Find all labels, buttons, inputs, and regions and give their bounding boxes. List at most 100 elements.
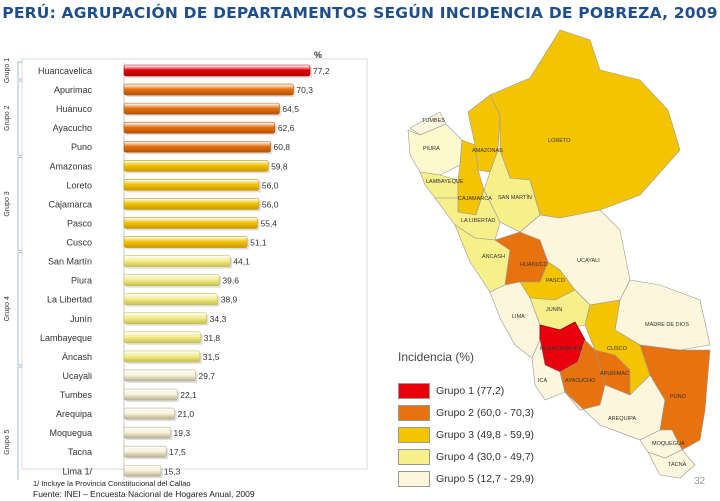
value-label: 21,0 (178, 409, 195, 419)
map-label-huancavelica: HUANCAVELICA (540, 346, 583, 352)
map-label-moquegua: MOQUEGUA (652, 441, 685, 447)
map-label-tumbes: TUMBES (422, 118, 445, 124)
map-regions (407, 29, 711, 479)
map-label-cusco: CUSCO (607, 346, 628, 352)
value-label: 55,4 (260, 218, 277, 228)
bar (123, 217, 258, 229)
map-label-lima: LIMA (512, 314, 525, 320)
value-label: 29,7 (199, 371, 216, 381)
value-label: 70,3 (296, 85, 313, 95)
category-label: Ayacucho (53, 123, 92, 133)
legend-item: Grupo 2 (60,0 - 70,3) (398, 402, 534, 424)
value-label: 39,6 (222, 276, 239, 286)
bar (123, 388, 178, 401)
bar (123, 121, 276, 134)
category-label: Cusco (66, 238, 92, 248)
category-label: Lima 1/ (62, 466, 92, 476)
legend-swatch (398, 383, 430, 399)
value-label: 15,3 (164, 466, 181, 476)
bar (123, 274, 220, 286)
legend-swatch (398, 427, 430, 443)
bar (123, 464, 162, 477)
map-label-madre-de-dios: MADRE DE DIOS (645, 322, 689, 328)
value-label: 31,5 (203, 352, 220, 362)
group-label: Grupo 5 (4, 429, 11, 454)
legend-swatch (398, 449, 430, 465)
map-label-apurimac: APURIMAC (600, 371, 629, 377)
value-label: 62,6 (278, 123, 295, 133)
plot-frame (21, 58, 368, 470)
bar (123, 140, 271, 153)
category-label: Áncash (62, 352, 92, 362)
category-label: Cajamarca (48, 199, 92, 209)
category-label: Huánuco (56, 104, 92, 114)
map-label-la-libertad: LA LIBERTAD (461, 218, 495, 224)
map-label-piura: PIURA (423, 146, 440, 152)
map-region-lambayeque (419, 171, 459, 199)
legend-label: Grupo 4 (30,0 - 49,7) (436, 451, 535, 463)
value-label: 34,3 (210, 314, 227, 324)
bar (123, 350, 201, 363)
bar (123, 331, 201, 344)
category-label: Piura (71, 276, 92, 286)
bar (123, 160, 269, 172)
bar (123, 83, 294, 96)
value-label: 19,3 (174, 428, 191, 438)
legend-label: Grupo 1 (77,2) (436, 385, 505, 397)
bar (123, 102, 280, 115)
map-label-arequipa: AREQUIPA (608, 416, 636, 422)
map-labels: TUMBES PIURA AMAZONAS LORETO LAMBAYEQUE … (422, 118, 689, 468)
legend-label: Grupo 3 (49,8 - 59,9) (436, 429, 535, 441)
group-bracket (17, 252, 22, 366)
bar (123, 255, 231, 267)
map-label-ancash: ÁNCASH (482, 253, 505, 260)
map-label-junin: JUNÍN (546, 306, 562, 313)
map-label-puno: PUNO (670, 394, 687, 400)
value-label: 51,1 (250, 238, 267, 248)
category-label: Pasco (67, 218, 92, 228)
legend-swatch (398, 471, 430, 487)
bar (123, 236, 248, 248)
value-label: 17,5 (169, 447, 186, 457)
value-label: 38,9 (221, 295, 238, 305)
group-bracket (17, 80, 22, 156)
legend-title: Incidencia (%) (398, 350, 475, 364)
group-bracket (17, 61, 22, 80)
value-label: 44,1 (233, 257, 250, 267)
category-label: San Martín (48, 257, 92, 267)
group-label: Grupo 4 (4, 296, 11, 321)
value-label: 31,8 (204, 333, 221, 343)
category-label: Lambayeque (40, 333, 92, 343)
map-label-ayacucho: AYACUCHO (565, 378, 596, 384)
bar (123, 64, 311, 77)
bar (123, 179, 260, 191)
value-label: 56,0 (262, 199, 279, 209)
category-label: Loreto (66, 180, 92, 190)
map-legend: Incidencia (%) Grupo 1 (77,2) Grupo 2 (6… (398, 350, 534, 490)
value-label: 59,8 (271, 161, 288, 171)
bar (123, 407, 175, 420)
legend-swatch (398, 405, 430, 421)
value-label: 22,1 (180, 390, 197, 400)
map-label-ica: ICA (538, 378, 548, 384)
category-label: La Libertad (47, 295, 92, 305)
category-label: Tumbes (60, 390, 93, 400)
map-label-huanuco: HUÁNUCO (520, 261, 549, 268)
category-label: Ucayali (62, 371, 92, 381)
map-region-puno (639, 344, 711, 451)
legend-item: Grupo 4 (30,0 - 49,7) (398, 446, 534, 468)
category-label: Arequipa (56, 409, 92, 419)
value-label: 64,5 (282, 104, 299, 114)
page-title: PERÚ: AGRUPACIÓN DE DEPARTAMENTOS SEGÚN … (2, 4, 718, 22)
legend-item: Grupo 3 (49,8 - 59,9) (398, 424, 534, 446)
category-label: Junín (70, 314, 92, 324)
group-label: Grupo 1 (4, 58, 11, 83)
category-label: Amazonas (49, 161, 92, 171)
map-region-apurimac (594, 349, 631, 396)
map-label-loreto: LORETO (548, 138, 571, 144)
page-number: 32 (694, 476, 706, 487)
bar (123, 369, 196, 382)
category-label: Moquegua (49, 428, 92, 438)
map-label-san-martin: SAN MARTÍN (498, 194, 532, 201)
category-label: Tacna (68, 447, 92, 457)
